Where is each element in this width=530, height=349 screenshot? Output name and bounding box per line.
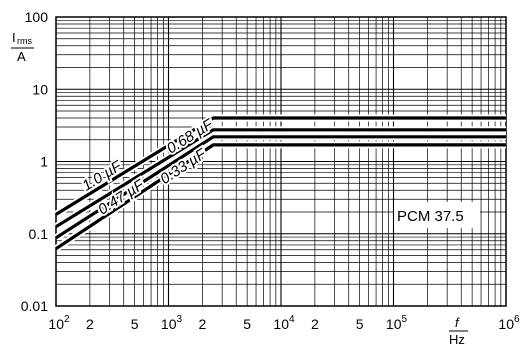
x-tick-label-7: 2: [311, 316, 319, 332]
y-tick-label-3: 0.1: [29, 226, 49, 242]
x-tick-exponent: 6: [514, 314, 520, 325]
x-tick-exponent: 2: [64, 314, 70, 325]
x-tick-label-5: 5: [243, 316, 251, 332]
y-tick-labels: 100 10 1 0.1 0.01: [21, 9, 48, 314]
x-axis-label: f Hz: [449, 315, 468, 347]
x-tick-label-9: 105: [386, 314, 408, 332]
y-tick-label-1: 10: [32, 81, 48, 97]
x-tick-label-1: 2: [86, 316, 94, 332]
x-tick-label-2: 5: [131, 316, 139, 332]
y-axis-label: I rms A: [11, 30, 34, 64]
y-axis-label-unit: A: [17, 49, 26, 64]
annotation-bg: [394, 202, 480, 228]
x-tick-label-3: 103: [161, 314, 183, 332]
x-tick-labels: 102 2 5 103 2 5 104 2 5 105 106: [48, 314, 520, 332]
x-axis-label-main: f: [455, 315, 460, 330]
grid: [55, 16, 507, 307]
y-tick-label-2: 1: [40, 154, 48, 170]
x-tick-exponent: 5: [402, 314, 408, 325]
x-tick-exponent: 4: [289, 314, 295, 325]
series-line-1: [55, 128, 506, 229]
y-axis-label-sub: rms: [17, 36, 32, 46]
curves: [54, 114, 506, 252]
annotation-text: PCM 37.5: [397, 208, 464, 225]
annotation: PCM 37.5: [394, 202, 480, 228]
series-line-2: [55, 135, 506, 240]
y-axis-label-main: I: [12, 30, 16, 45]
x-tick-label-8: 5: [356, 316, 364, 332]
x-tick-label-10: 106: [498, 314, 520, 332]
x-axis-label-unit: Hz: [449, 332, 465, 347]
x-tick-label-4: 2: [198, 316, 206, 332]
series-line-3: [55, 143, 506, 251]
y-tick-label-4: 0.01: [21, 298, 48, 314]
x-tick-label-0: 102: [48, 314, 70, 332]
x-tick-label-6: 104: [273, 314, 295, 332]
plot-frame: [55, 16, 507, 307]
series-line-0: [55, 116, 506, 216]
y-tick-label-0: 100: [25, 9, 49, 25]
x-tick-exponent: 3: [177, 314, 183, 325]
